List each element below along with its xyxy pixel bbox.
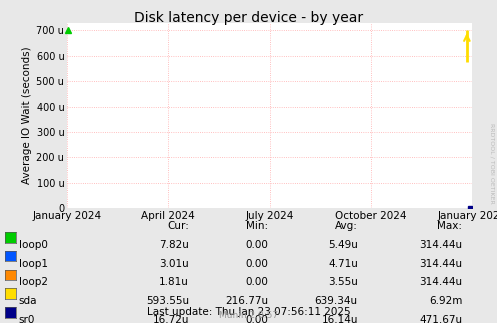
Text: 7.82u: 7.82u bbox=[159, 240, 189, 250]
Text: 6.92m: 6.92m bbox=[429, 296, 462, 306]
Text: 16.14u: 16.14u bbox=[322, 315, 358, 323]
Text: 593.55u: 593.55u bbox=[146, 296, 189, 306]
Text: RRDTOOL / TOBI OETIKER: RRDTOOL / TOBI OETIKER bbox=[490, 123, 495, 203]
Y-axis label: Average IO Wait (seconds): Average IO Wait (seconds) bbox=[22, 47, 32, 184]
Text: sda: sda bbox=[19, 296, 37, 306]
Text: 16.72u: 16.72u bbox=[153, 315, 189, 323]
Text: 0.00: 0.00 bbox=[246, 315, 268, 323]
Text: loop2: loop2 bbox=[19, 277, 48, 287]
Text: 314.44u: 314.44u bbox=[419, 259, 462, 269]
Text: 314.44u: 314.44u bbox=[419, 277, 462, 287]
Text: 639.34u: 639.34u bbox=[315, 296, 358, 306]
Text: 0.00: 0.00 bbox=[246, 277, 268, 287]
Text: loop0: loop0 bbox=[19, 240, 48, 250]
Text: Last update: Thu Jan 23 07:56:11 2025: Last update: Thu Jan 23 07:56:11 2025 bbox=[147, 307, 350, 318]
Text: 0.00: 0.00 bbox=[246, 259, 268, 269]
Text: Cur:: Cur: bbox=[167, 221, 189, 231]
Text: 3.01u: 3.01u bbox=[159, 259, 189, 269]
Text: 471.67u: 471.67u bbox=[419, 315, 462, 323]
Text: 314.44u: 314.44u bbox=[419, 240, 462, 250]
Text: 0.00: 0.00 bbox=[246, 240, 268, 250]
Text: Disk latency per device - by year: Disk latency per device - by year bbox=[134, 11, 363, 25]
Text: Munin 2.0.57: Munin 2.0.57 bbox=[219, 311, 278, 320]
Text: 216.77u: 216.77u bbox=[225, 296, 268, 306]
Text: 1.81u: 1.81u bbox=[159, 277, 189, 287]
Text: 3.55u: 3.55u bbox=[328, 277, 358, 287]
Text: Min:: Min: bbox=[246, 221, 268, 231]
Text: sr0: sr0 bbox=[19, 315, 35, 323]
Text: Avg:: Avg: bbox=[335, 221, 358, 231]
Text: 5.49u: 5.49u bbox=[328, 240, 358, 250]
Text: 4.71u: 4.71u bbox=[328, 259, 358, 269]
Text: Max:: Max: bbox=[437, 221, 462, 231]
Text: loop1: loop1 bbox=[19, 259, 48, 269]
